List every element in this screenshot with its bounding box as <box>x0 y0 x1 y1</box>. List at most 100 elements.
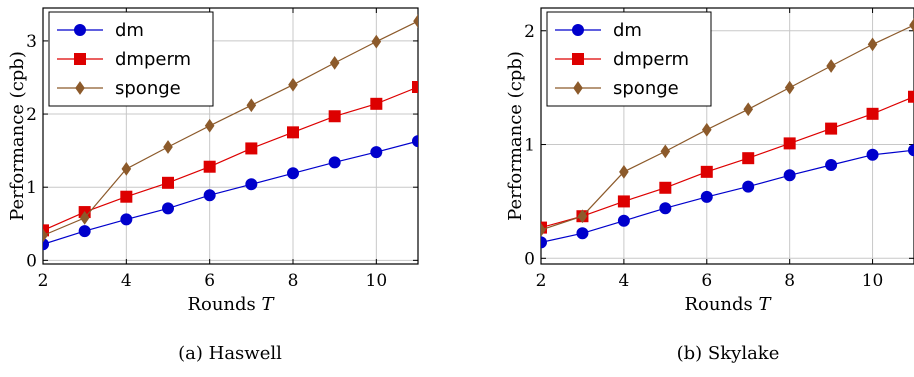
data-point-dmperm <box>742 152 755 165</box>
data-point-sponge <box>413 14 418 29</box>
data-point-dm <box>908 144 914 157</box>
data-point-sponge <box>121 162 132 176</box>
chart-skylake: 2 4 6 8 10 0 1 2 dm dmperm sponge Rounds T Performan… <box>505 7 914 364</box>
y-tick-label: 0 <box>524 249 535 269</box>
data-point-dm <box>78 225 91 238</box>
x-tick-label: 6 <box>204 271 215 291</box>
legend-marker-dmperm <box>74 53 86 65</box>
series-line-dm <box>541 149 914 243</box>
data-point-dmperm <box>120 190 133 203</box>
chart-caption: (b) Skylake <box>677 343 780 364</box>
data-point-dmperm <box>203 160 216 173</box>
data-point-dmperm <box>700 165 713 178</box>
y-axis-title: Performance (cpb) <box>505 51 526 221</box>
legend-marker-dmperm <box>572 53 584 65</box>
y-tick-label: 1 <box>524 136 535 156</box>
data-point-dmperm <box>659 181 672 194</box>
data-point-dmperm <box>908 90 914 103</box>
chart-haswell: 2 4 6 8 10 0 1 2 3 dm dmperm sponge Rounds T Performa… <box>7 7 419 364</box>
data-point-dmperm <box>287 126 299 139</box>
data-point-dm <box>162 202 174 215</box>
legend-marker-sponge <box>75 81 85 95</box>
series-line-dmperm <box>43 86 418 231</box>
data-point-dm <box>43 238 49 251</box>
x-axis-title: Rounds T <box>684 294 772 315</box>
data-point-sponge <box>163 140 173 154</box>
data-point-dmperm <box>328 110 341 123</box>
data-point-dmperm <box>783 137 796 150</box>
data-point-dmperm <box>43 224 49 237</box>
data-point-dmperm <box>245 142 258 155</box>
legend: dm dmperm sponge <box>48 11 214 107</box>
y-tick-label: 1 <box>26 178 37 198</box>
x-tick-label: 8 <box>784 271 795 291</box>
legend-label-sponge: sponge <box>115 78 181 99</box>
y-tick-label: 3 <box>26 32 37 52</box>
series-line-sponge <box>541 24 914 231</box>
data-point-sponge <box>43 228 48 243</box>
data-point-dm <box>659 202 672 215</box>
plot-area <box>43 14 418 251</box>
data-point-dm <box>541 236 547 249</box>
data-point-dm <box>120 213 133 226</box>
legend-marker-sponge <box>573 81 583 95</box>
data-point-dm <box>742 180 755 193</box>
series-line-dmperm <box>541 96 914 229</box>
axes-frame <box>540 7 914 265</box>
data-point-sponge <box>204 118 215 133</box>
plot-area <box>541 18 914 249</box>
y-tick-label: 2 <box>524 22 535 42</box>
data-point-sponge <box>329 55 340 70</box>
x-tick-label: 2 <box>536 271 547 291</box>
legend-label-dmperm: dmperm <box>115 49 191 70</box>
legend-label-dm: dm <box>115 20 144 41</box>
x-tick-label: 10 <box>366 271 388 291</box>
data-point-sponge <box>79 211 90 225</box>
series-line-sponge <box>43 20 418 237</box>
y-axis-title: Performance (cpb) <box>7 51 28 221</box>
data-point-sponge <box>660 144 671 159</box>
data-point-sponge <box>246 98 257 113</box>
data-point-dm <box>576 227 589 240</box>
data-point-sponge <box>784 80 795 95</box>
legend-marker-dm <box>572 24 584 36</box>
data-point-sponge <box>371 34 382 49</box>
x-axis-title: Rounds T <box>187 294 275 315</box>
data-point-dm <box>328 156 341 169</box>
data-point-dmperm <box>412 80 418 93</box>
data-point-sponge <box>826 59 836 73</box>
data-point-dm <box>203 189 216 202</box>
x-tick-label: 10 <box>862 271 884 291</box>
data-point-dmperm <box>162 176 174 189</box>
data-point-sponge <box>743 102 754 117</box>
data-point-sponge <box>288 77 298 92</box>
data-point-sponge <box>701 122 712 137</box>
data-point-dm <box>783 169 796 182</box>
legend-marker-dm <box>74 24 86 36</box>
data-point-dmperm <box>866 107 879 120</box>
x-tick-label: 4 <box>618 271 629 291</box>
x-tick-label: 2 <box>38 271 49 291</box>
series-line-dm <box>43 140 418 245</box>
x-tick-label: 6 <box>701 271 712 291</box>
legend-label-dmperm: dmperm <box>613 49 689 70</box>
data-point-sponge <box>909 18 914 32</box>
data-point-dm <box>825 159 838 172</box>
data-point-dm <box>287 167 299 180</box>
data-point-dm <box>700 190 713 203</box>
data-point-dm <box>370 146 383 159</box>
data-point-dm <box>412 135 418 148</box>
data-point-sponge <box>541 222 546 237</box>
data-point-dm <box>866 148 879 161</box>
data-point-dm <box>245 178 258 191</box>
data-point-sponge <box>619 164 629 179</box>
data-point-dmperm <box>617 195 630 208</box>
y-tick-label: 0 <box>26 251 37 271</box>
x-tick-label: 4 <box>121 271 132 291</box>
data-point-sponge <box>867 37 878 52</box>
data-point-dmperm <box>370 97 383 110</box>
legend-label-dm: dm <box>613 20 642 41</box>
y-tick-label: 2 <box>26 105 37 125</box>
x-tick-label: 8 <box>288 271 299 291</box>
